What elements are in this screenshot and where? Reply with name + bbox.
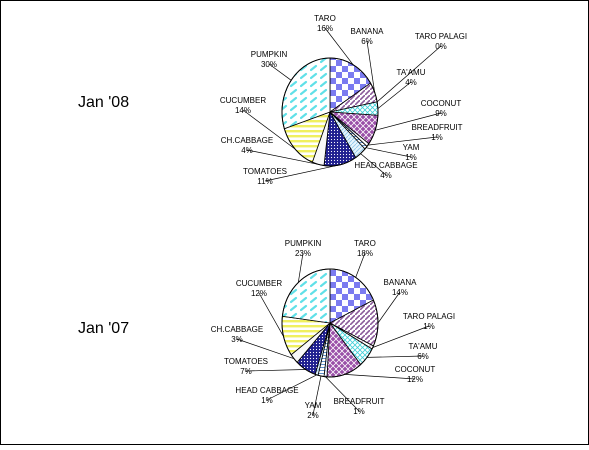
slice-percent-taro-palagi: 0% — [435, 42, 447, 51]
leader-line-cucumber — [242, 109, 296, 150]
slice-percent-banana: 14% — [392, 288, 408, 297]
leader-line-taro — [355, 252, 366, 278]
slice-label-ch-cabbage: CH.CABBAGE — [221, 136, 273, 145]
slice-label-banana: BANANA — [351, 27, 385, 36]
slice-label-head-cabbage: HEAD CABBAGE — [354, 161, 417, 170]
slice-percent-ta-amu: 4% — [405, 78, 417, 87]
slice-percent-cucumber: 14% — [235, 106, 251, 115]
slice-percent-tomatoes: 7% — [240, 367, 252, 376]
chart-title-jan-08: Jan '08 — [78, 94, 129, 111]
leader-line-coconut — [344, 374, 416, 380]
slice-percent-yam: 1% — [405, 153, 417, 162]
slice-label-tomatoes: TOMATOES — [243, 167, 287, 176]
slice-percent-banana: 6% — [361, 37, 373, 46]
slice-percent-coconut: 9% — [435, 109, 447, 118]
slice-percent-ch-cabbage: 4% — [241, 146, 253, 155]
slice-percent-taro-palagi: 1% — [423, 322, 435, 331]
slice-percent-taro: 16% — [317, 24, 333, 33]
slice-label-pumpkin: PUMPKIN — [251, 50, 288, 59]
leader-line-yam — [312, 375, 322, 416]
slice-percent-head-cabbage: 1% — [261, 396, 273, 405]
leader-line-breadfruit — [325, 376, 360, 412]
slice-label-tomatoes: TOMATOES — [224, 357, 268, 366]
slice-percent-ta-amu: 6% — [417, 352, 429, 361]
leader-line-taro-palagi — [372, 325, 430, 348]
chart-title-jan-07: Jan '07 — [78, 320, 129, 337]
slice-label-coconut: COCONUT — [421, 99, 462, 108]
slice-label-cucumber: CUCUMBER — [220, 96, 266, 105]
slice-label-head-cabbage: HEAD CABBAGE — [235, 386, 298, 395]
leader-line-ch-cabbage — [246, 149, 319, 165]
leader-line-banana — [377, 291, 401, 324]
slice-label-ch-cabbage: CH.CABBAGE — [211, 325, 263, 334]
slice-percent-pumpkin: 23% — [295, 249, 311, 258]
slice-label-ta-amu: TA'AMU — [397, 68, 426, 77]
slice-percent-breadfruit: 1% — [353, 407, 365, 416]
leader-line-cucumber — [258, 292, 284, 337]
slice-label-taro-palagi: TARO PALAGI — [403, 312, 455, 321]
slice-percent-breadfruit: 1% — [431, 133, 443, 142]
leader-line-taro-palagi — [376, 45, 442, 103]
leader-line-ta-amu — [377, 81, 412, 109]
slice-label-yam: YAM — [403, 143, 420, 152]
slice-percent-yam: 2% — [307, 411, 319, 420]
leader-line-ta-amu — [366, 355, 424, 358]
leader-line-head-cabbage — [360, 153, 387, 176]
leader-line-taro — [324, 27, 354, 65]
slice-label-ta-amu: TA'AMU — [409, 342, 438, 351]
leader-line-banana — [366, 40, 375, 93]
slice-percent-pumpkin: 30% — [261, 60, 277, 69]
slice-percent-taro: 18% — [357, 249, 373, 258]
slice-percent-cucumber: 12% — [251, 289, 267, 298]
leader-line-tomatoes — [264, 164, 341, 182]
slice-label-breadfruit: BREADFRUIT — [333, 397, 384, 406]
slice-label-coconut: COCONUT — [395, 365, 436, 374]
slice-label-pumpkin: PUMPKIN — [285, 239, 322, 248]
pie-slice-pumpkin — [281, 268, 331, 324]
leader-line-tomatoes — [245, 369, 306, 372]
leader-line-pumpkin — [297, 252, 304, 283]
slice-label-taro: TARO — [354, 239, 376, 248]
leader-line-pumpkin — [268, 63, 292, 81]
slice-label-taro-palagi: TARO PALAGI — [415, 32, 467, 41]
slice-label-taro: TARO — [314, 14, 336, 23]
slice-label-cucumber: CUCUMBER — [236, 279, 282, 288]
leader-line-breadfruit — [367, 136, 438, 146]
leader-line-head-cabbage — [266, 374, 317, 401]
slice-label-banana: BANANA — [384, 278, 418, 287]
pie-outline — [281, 268, 379, 378]
slice-percent-coconut: 12% — [407, 375, 423, 384]
pie-outline — [281, 57, 379, 167]
slice-label-breadfruit: BREADFRUIT — [411, 123, 462, 132]
slice-label-yam: YAM — [305, 401, 322, 410]
slice-percent-tomatoes: 11% — [257, 177, 272, 186]
leader-line-yam — [365, 147, 412, 158]
slice-percent-head-cabbage: 4% — [380, 171, 392, 180]
slice-percent-ch-cabbage: 3% — [231, 335, 243, 344]
leader-line-ch-cabbage — [236, 338, 295, 360]
leader-line-coconut — [375, 112, 442, 131]
